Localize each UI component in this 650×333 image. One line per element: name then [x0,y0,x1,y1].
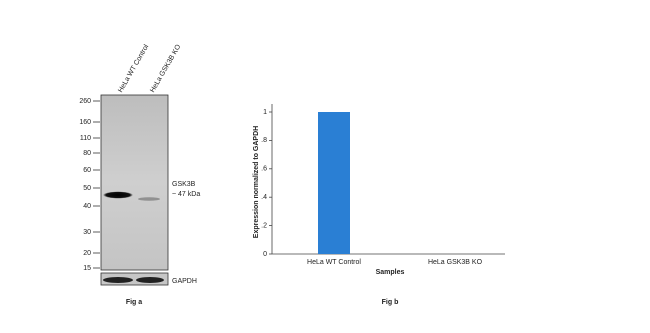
lane-label: HeLa WT Control [117,43,150,94]
band [136,277,164,283]
y-tick-label: 0 [263,251,267,258]
y-tick-label: 1 [263,109,267,116]
caption: Fig a [126,299,142,306]
y-tick-label: .8 [261,137,267,144]
target-label: GSK3B [172,181,196,188]
y-tick-label: .4 [261,194,267,201]
marker-label: 50 [83,185,91,192]
y-axis-label: Expression normalized to GAPDH [253,126,260,238]
marker-label: 60 [83,167,91,174]
marker-label: 15 [83,265,91,272]
x-tick-label: HeLa WT Control [307,259,361,266]
marker-label: 80 [83,150,91,157]
marker-label: 260 [79,98,91,105]
x-tick-label: HeLa GSK3B KO [428,259,483,266]
caption: Fig b [382,299,399,306]
y-tick-label: .2 [261,222,267,229]
band [138,197,160,201]
loading-label: GAPDH [172,278,197,285]
target-label: ~ 47 kDa [172,191,200,198]
marker-label: 40 [83,203,91,210]
blot-membrane [100,94,169,271]
band [103,277,133,283]
marker-label: 160 [79,119,91,126]
marker-label: 110 [80,135,91,142]
y-tick-label: .6 [261,166,267,173]
x-axis-label: Samples [376,269,405,276]
lane-label: HeLa GSK3B KO [149,43,182,94]
bar [318,112,350,254]
band [103,191,133,199]
marker-label: 20 [83,250,91,257]
marker-label: 30 [83,229,91,236]
